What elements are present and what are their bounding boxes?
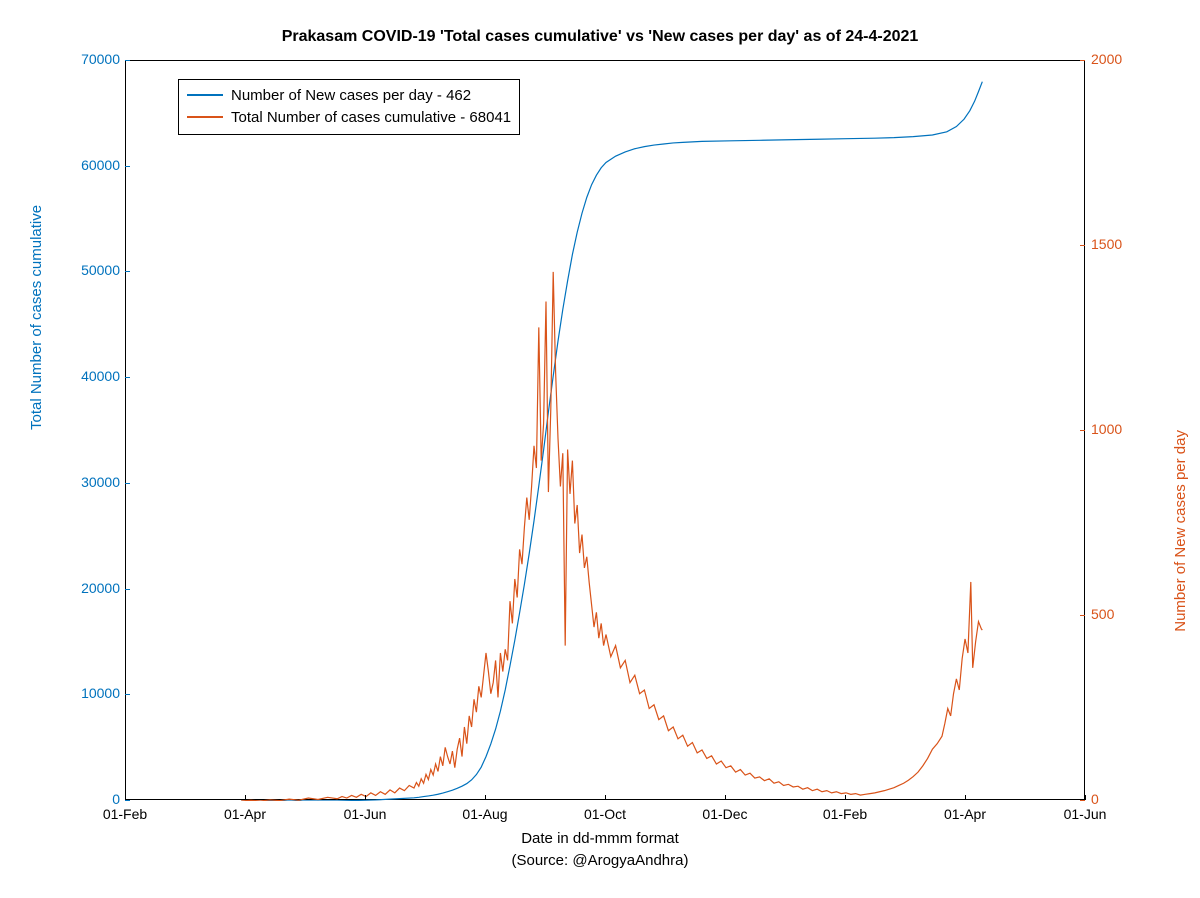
y-left-tick-label: 30000 xyxy=(60,474,120,490)
legend: Number of New cases per day - 462 Total … xyxy=(178,79,520,135)
x-tick-label: 01-Apr xyxy=(925,806,1005,822)
chart-title: Prakasam COVID-19 'Total cases cumulativ… xyxy=(0,28,1200,46)
y-right-tick-label: 1000 xyxy=(1091,421,1151,437)
legend-item: Number of New cases per day - 462 xyxy=(187,84,511,106)
x-axis-label-line1: Date in dd-mmm format xyxy=(0,830,1200,847)
y-right-tick-label: 500 xyxy=(1091,606,1151,622)
legend-swatch xyxy=(187,94,223,95)
y-left-axis-label: Total Number of cases cumulative xyxy=(28,205,45,430)
x-axis-label-line2: (Source: @ArogyaAndhra) xyxy=(0,852,1200,869)
plot-area xyxy=(125,60,1085,800)
y-left-tick-label: 60000 xyxy=(60,157,120,173)
legend-label: Number of New cases per day - 462 xyxy=(231,87,471,104)
legend-item: Total Number of cases cumulative - 68041 xyxy=(187,106,511,128)
y-left-tick-label: 0 xyxy=(60,791,120,807)
y-left-tick-label: 20000 xyxy=(60,580,120,596)
y-right-tick-label: 2000 xyxy=(1091,51,1151,67)
y-right-tick-label: 0 xyxy=(1091,791,1151,807)
y-left-tick-label: 70000 xyxy=(60,51,120,67)
x-tick-label: 01-Feb xyxy=(85,806,165,822)
x-tick-label: 01-Jun xyxy=(325,806,405,822)
x-tick-label: 01-Apr xyxy=(205,806,285,822)
x-tick-label: 01-Oct xyxy=(565,806,645,822)
plot-svg xyxy=(126,61,1086,801)
y-right-axis-label: Number of New cases per day xyxy=(1172,430,1189,632)
y-left-tick-label: 40000 xyxy=(60,368,120,384)
y-left-tick-label: 50000 xyxy=(60,262,120,278)
cumulative-series-line xyxy=(241,82,982,801)
x-tick-label: 01-Feb xyxy=(805,806,885,822)
x-tick-label: 01-Aug xyxy=(445,806,525,822)
chart-container: Prakasam COVID-19 'Total cases cumulativ… xyxy=(0,0,1200,898)
legend-label: Total Number of cases cumulative - 68041 xyxy=(231,109,511,126)
legend-swatch xyxy=(187,116,223,117)
x-tick-label: 01-Dec xyxy=(685,806,765,822)
y-left-tick-label: 10000 xyxy=(60,685,120,701)
daily-series-line xyxy=(241,272,982,801)
y-right-tick-label: 1500 xyxy=(1091,236,1151,252)
x-tick-label: 01-Jun xyxy=(1045,806,1125,822)
